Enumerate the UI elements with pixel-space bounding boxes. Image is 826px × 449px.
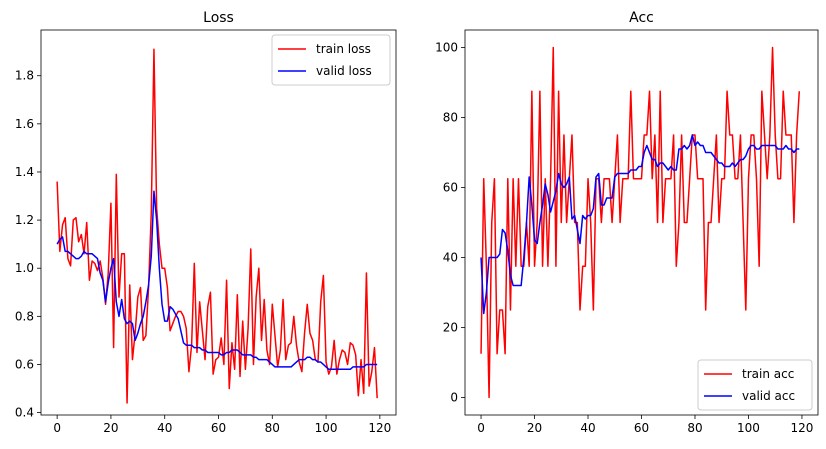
acc-series-line-valid <box>480 134 800 315</box>
loss-y-tick-label: 1.8 <box>15 69 34 83</box>
acc-x-tick-label: 40 <box>580 421 595 435</box>
loss-x-tick-label: 0 <box>53 421 61 435</box>
acc-x-tick-label: 80 <box>687 421 702 435</box>
acc-y-tick-label: 80 <box>443 111 458 125</box>
acc-legend-label-valid: valid acc <box>742 389 795 403</box>
acc-y-tick-label: 40 <box>443 251 458 265</box>
acc-y-tick-label: 0 <box>450 391 458 405</box>
loss-y-tick-label: 1.6 <box>15 117 34 131</box>
acc-y-tick-label: 20 <box>443 321 458 335</box>
loss-x-tick-label: 80 <box>265 421 280 435</box>
acc-chart-title: Acc <box>629 10 654 26</box>
acc-y-tick-label: 60 <box>443 181 458 195</box>
loss-series-line-train <box>56 48 378 404</box>
acc-legend-box <box>697 359 813 411</box>
acc-x-tick-label: 100 <box>737 421 760 435</box>
loss-y-tick-label: 1.0 <box>15 261 34 275</box>
acc-plot-frame <box>464 29 819 416</box>
loss-legend-box <box>271 34 391 86</box>
loss-series-line-valid <box>56 190 378 371</box>
loss-x-tick-label: 100 <box>315 421 338 435</box>
acc-y-tick-label: 100 <box>435 41 458 55</box>
loss-chart-panel: Loss 0 20 40 60 80 100 120 0.4 0.6 0.8 1.0 1.2 1.4 1.… <box>15 10 397 435</box>
loss-x-tick-label: 120 <box>368 421 391 435</box>
acc-x-tick-label: 20 <box>527 421 542 435</box>
loss-x-tick-label: 40 <box>157 421 172 435</box>
loss-legend-label-valid: valid loss <box>316 64 372 78</box>
loss-legend: train loss valid loss <box>271 34 391 86</box>
loss-legend-label-train: train loss <box>316 42 371 56</box>
loss-y-tick-label: 0.6 <box>15 357 34 371</box>
acc-x-tick-label: 120 <box>791 421 814 435</box>
loss-x-tick-label: 60 <box>211 421 226 435</box>
loss-y-tick-label: 1.2 <box>15 213 34 227</box>
acc-x-tick-label: 60 <box>634 421 649 435</box>
loss-y-tick-label: 0.8 <box>15 309 34 323</box>
acc-x-tick-label: 0 <box>477 421 485 435</box>
acc-legend-label-train: train acc <box>742 367 794 381</box>
loss-chart-title: Loss <box>203 10 234 26</box>
loss-x-tick-label: 20 <box>103 421 118 435</box>
loss-y-tick-label: 1.4 <box>15 165 34 179</box>
acc-legend: train acc valid acc <box>697 359 813 411</box>
acc-series-line-train <box>480 46 801 399</box>
acc-chart-panel: Acc 0 20 40 60 80 100 120 0 20 40 60 80 100 train acc… <box>435 10 819 435</box>
loss-y-tick-label: 0.4 <box>15 406 34 420</box>
